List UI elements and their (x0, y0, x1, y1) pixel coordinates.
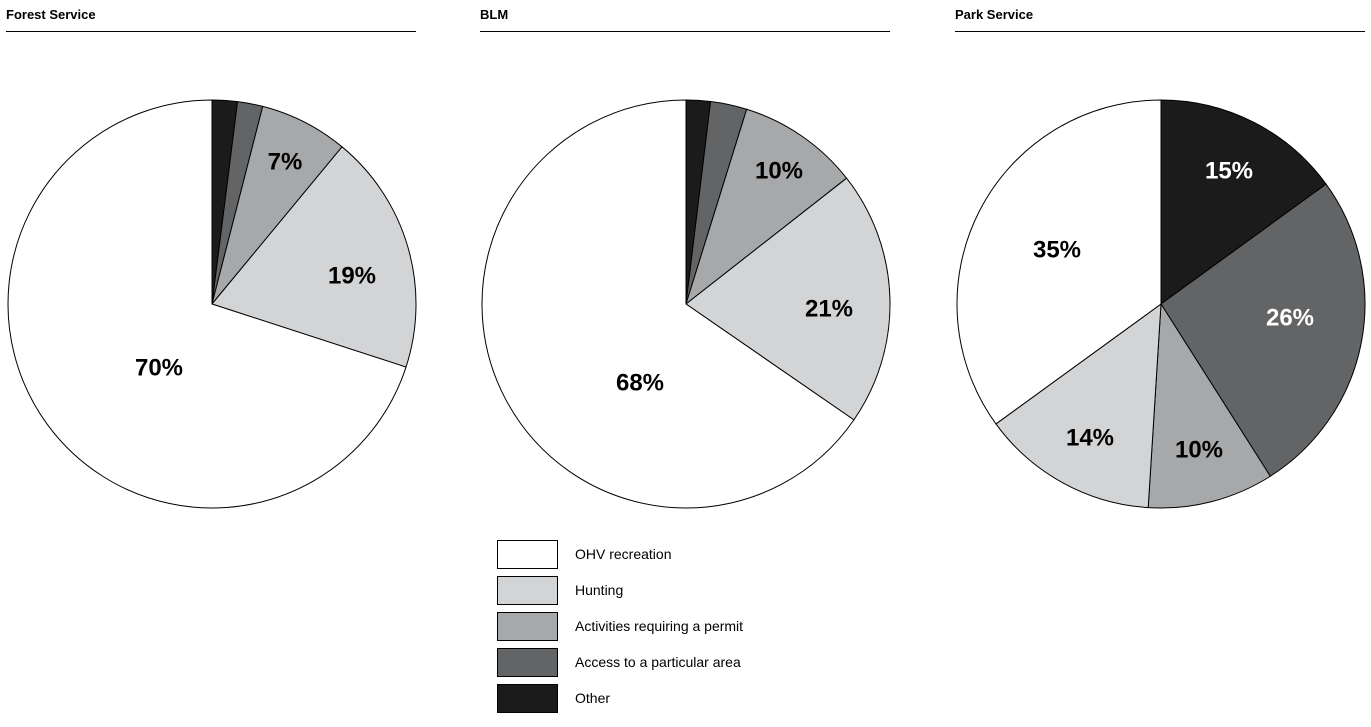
legend-item-ohv: OHV recreation (497, 539, 743, 569)
pie-slice-permit (1147, 303, 1271, 509)
park-service-title: Park Service (955, 7, 1034, 22)
pie-slice-hunting (995, 303, 1162, 509)
pie-label-hunting: 19% (328, 263, 376, 290)
pie-label-permit: 10% (755, 158, 803, 185)
pie-label-other: 2% (195, 69, 230, 96)
pie-slice-ohv (956, 99, 1162, 425)
legend-label-hunting: Hunting (575, 582, 624, 598)
legend-item-other: Other (497, 683, 743, 713)
legend-label-access: Access to a particular area (575, 654, 741, 670)
legend-swatch-access (497, 647, 558, 677)
blm-title-rule (480, 31, 890, 32)
legend-swatch-hunting (497, 575, 558, 605)
pie-label-access: 2% (255, 74, 290, 101)
pie-slice-other (1160, 99, 1327, 305)
legend-item-permit: Activities requiring a permit (497, 611, 743, 641)
legend-label-other: Other (575, 690, 611, 706)
pie-label-hunting: 21% (805, 296, 853, 323)
pie-label-access: 26% (1266, 305, 1314, 332)
legend: OHV recreation Hunting Activities requir… (497, 539, 743, 719)
legend-swatch-permit (497, 611, 558, 641)
legend-swatch-other (497, 683, 558, 713)
pie-slice-hunting (685, 177, 891, 421)
pie-label-ohv: 70% (135, 355, 183, 382)
pie-label-access: 3% (732, 76, 767, 103)
forest-service-title-rule (6, 31, 416, 32)
legend-item-access: Access to a particular area (497, 647, 743, 677)
pie-label-other: 2% (679, 65, 714, 92)
pie-slice-permit (685, 108, 848, 305)
forest-service-pie: 2% 2% 7% 19% 70% (7, 69, 417, 509)
legend-swatch-ohv (497, 539, 558, 569)
pie-label-other: 15% (1205, 158, 1253, 185)
pie-slice-ohv (481, 99, 855, 509)
legend-item-hunting: Hunting (497, 575, 743, 605)
park-service-pie: 15% 26% 10% 14% 35% (956, 99, 1366, 509)
forest-service-title: Forest Service (6, 7, 96, 22)
pie-label-ohv: 35% (1033, 237, 1081, 264)
legend-label-permit: Activities requiring a permit (575, 618, 744, 634)
park-service-title-rule (955, 31, 1365, 32)
pie-label-permit: 7% (268, 149, 303, 176)
blm-title: BLM (480, 7, 509, 22)
pie-label-ohv: 68% (616, 370, 664, 397)
legend-label-ohv: OHV recreation (575, 546, 672, 562)
pie-slice-hunting (211, 146, 417, 368)
pie-label-hunting: 14% (1066, 425, 1114, 452)
pie-label-permit: 10% (1175, 437, 1223, 464)
pie-slice-ohv (7, 99, 407, 509)
blm-pie: 2% 3% 10% 21% 68% (481, 65, 891, 509)
pie-slice-access (1160, 183, 1366, 477)
